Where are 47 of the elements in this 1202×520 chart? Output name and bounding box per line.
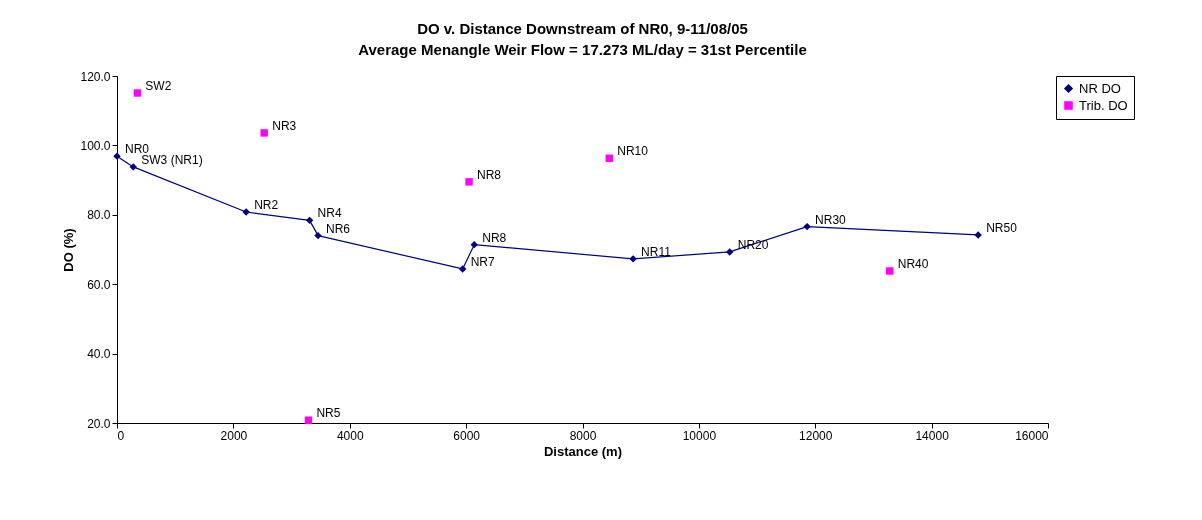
y-tick-label: 100.0 — [80, 138, 111, 153]
x-tick-label: 12000 — [799, 428, 833, 443]
annotation: NR50 — [986, 220, 1018, 235]
x-tick-label: 0 — [117, 428, 125, 443]
x-tick-label: 2000 — [220, 428, 248, 443]
point — [133, 89, 142, 97]
point — [470, 240, 478, 249]
point — [886, 267, 894, 275]
annotation: NR3 — [272, 118, 297, 133]
chart-title: DO v. Distance Downstream of NR0, 9-11/08/05 — [417, 20, 748, 37]
annotation: NR11 — [641, 244, 672, 259]
legend-label: Trib. DO — [1079, 97, 1128, 113]
chart-subtitle: Average Menangle Weir Flow = 17.273 ML/day = 31st Percentile — [358, 41, 807, 58]
x-tick-label: 16000 — [1015, 428, 1049, 443]
y-tick-label: 60.0 — [87, 277, 111, 292]
point — [803, 222, 811, 231]
annotation: NR8 — [477, 167, 502, 182]
point — [465, 178, 473, 186]
annotation: NR2 — [254, 198, 279, 213]
x-tick-label: 4000 — [336, 428, 364, 443]
x-tick-label: 6000 — [453, 428, 481, 443]
point — [305, 216, 314, 225]
point — [458, 265, 467, 273]
annotation: NR10 — [617, 144, 649, 159]
annotation: NR5 — [316, 406, 341, 421]
annotation: NR40 — [897, 257, 929, 272]
x-tick-label: 14000 — [915, 428, 950, 443]
x-tick-label: 10000 — [682, 428, 717, 443]
x-tick-label: 8000 — [569, 428, 597, 443]
annotation: SW2 — [145, 79, 172, 93]
point — [260, 129, 268, 137]
y-tick-label: 40.0 — [87, 347, 111, 362]
annotation: NR30 — [815, 212, 847, 227]
y-axis-title: DO (%) — [61, 228, 77, 272]
point — [726, 248, 734, 256]
x-axis-title: Distance (m) — [543, 443, 623, 459]
annotation: NR4 — [317, 206, 342, 221]
annotation: NR7 — [470, 254, 495, 269]
annotation: SW3 (NR1) — [141, 152, 203, 167]
point — [314, 231, 322, 240]
annotation: NR6 — [326, 221, 351, 236]
y-tick-label: 80.0 — [87, 208, 111, 223]
legend-label: NR DO — [1079, 80, 1121, 96]
annotation: NR8 — [482, 230, 507, 245]
point — [129, 163, 137, 171]
y-tick-label: 120.0 — [80, 69, 111, 84]
y-tick-label: 20.0 — [87, 416, 111, 431]
